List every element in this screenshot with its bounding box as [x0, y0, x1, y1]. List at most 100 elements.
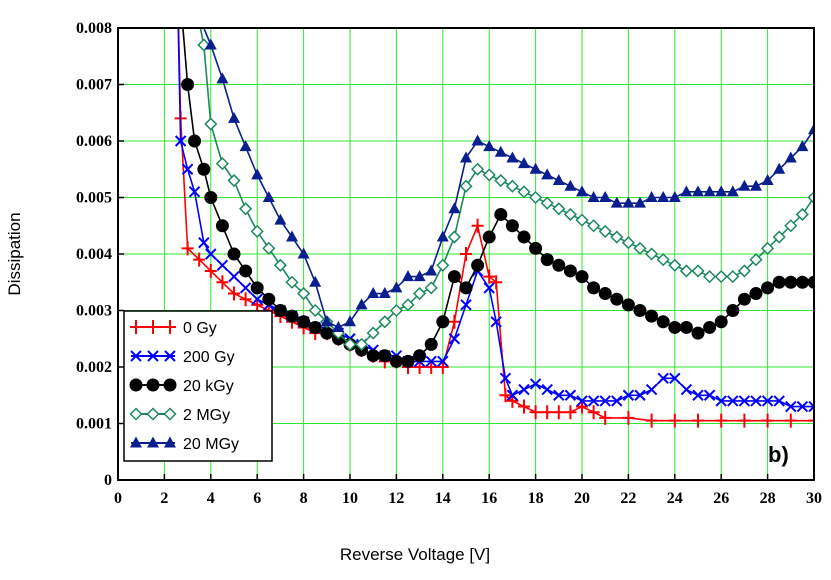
data-point [715, 395, 727, 407]
data-point [447, 270, 461, 284]
x-tick-label: 16 [481, 490, 497, 507]
data-point [517, 230, 531, 244]
data-point [529, 241, 543, 255]
data-point [188, 186, 201, 198]
x-tick-label: 18 [528, 490, 544, 507]
data-point [189, 0, 200, 5]
data-point [308, 303, 322, 318]
x-tick-label: 8 [300, 490, 308, 507]
x-tick-label: 24 [667, 490, 683, 507]
data-point [483, 282, 495, 294]
data-point [598, 224, 612, 238]
data-point [611, 395, 623, 407]
x-tick-label: 22 [620, 490, 636, 507]
y-tick-label: 0.001 [76, 416, 112, 433]
data-point [343, 337, 357, 351]
data-point [691, 264, 705, 278]
data-point [389, 354, 403, 368]
data-point [413, 286, 427, 301]
data-point [785, 400, 797, 413]
data-point [413, 270, 426, 282]
data-point [366, 349, 380, 363]
legend-marker [147, 436, 159, 448]
data-point [344, 315, 356, 327]
data-point [390, 281, 403, 293]
y-tick-label: 0.008 [76, 20, 112, 37]
data-point [499, 372, 512, 385]
data-point [796, 140, 809, 152]
data-point [634, 196, 646, 208]
data-point [692, 185, 704, 197]
data-point [715, 185, 728, 197]
data-point [378, 287, 391, 299]
data-point [490, 316, 502, 328]
data-point [807, 275, 814, 289]
data-point [448, 202, 461, 214]
data-point [540, 196, 554, 210]
x-tick-label: 0 [114, 490, 122, 507]
data-point [205, 248, 217, 260]
data-point [471, 218, 484, 233]
data-point [228, 286, 240, 301]
data-point [552, 405, 565, 420]
data-point [274, 213, 287, 225]
data-point [413, 349, 427, 363]
data-point [784, 413, 797, 428]
data-point [529, 405, 542, 420]
legend-label: 20 kGy [183, 378, 234, 395]
data-point [262, 191, 275, 202]
y-tick-label: 0 [104, 472, 112, 489]
data-point [796, 400, 809, 413]
data-point [576, 395, 588, 407]
data-point [471, 258, 485, 272]
data-point [645, 247, 659, 261]
data-point [703, 185, 716, 197]
data-point [726, 185, 739, 197]
data-point [251, 293, 263, 305]
data-point [239, 140, 252, 152]
data-point [490, 275, 503, 290]
data-point [228, 270, 240, 283]
y-tick-label: 0.006 [76, 133, 112, 150]
data-point [761, 174, 774, 186]
x-axis-title: Reverse Voltage [V] [340, 545, 490, 564]
data-point [669, 372, 681, 385]
data-point [378, 349, 392, 363]
data-point [308, 320, 322, 334]
data-point [216, 275, 229, 290]
data-point [273, 258, 287, 272]
data-point [471, 162, 485, 176]
data-point [668, 413, 681, 428]
legend-marker [129, 378, 143, 392]
x-tick-label: 12 [388, 490, 404, 507]
data-point [228, 111, 240, 123]
legend-label: 20 MGy [183, 436, 239, 453]
data-point [174, 135, 187, 147]
data-point [297, 286, 311, 301]
data-point [320, 315, 333, 327]
data-point [761, 281, 775, 295]
data-point [285, 275, 299, 289]
data-point [447, 230, 461, 244]
legend-marker [147, 320, 159, 334]
data-point [587, 191, 600, 202]
data-point [750, 179, 762, 191]
data-point [622, 389, 635, 401]
data-point [679, 264, 693, 278]
data-point [738, 395, 751, 407]
data-point [737, 292, 751, 306]
data-point [610, 292, 624, 306]
data-point [633, 241, 647, 255]
legend-label: 200 Gy [183, 349, 235, 366]
data-point [181, 241, 194, 256]
data-point [355, 337, 369, 351]
data-point [703, 320, 717, 334]
data-point [645, 191, 658, 202]
data-point [807, 190, 814, 205]
data-point [378, 315, 392, 329]
data-point [563, 207, 577, 222]
data-point [448, 333, 461, 345]
x-tick-label: 26 [713, 490, 729, 507]
data-point [529, 162, 542, 174]
series-layer [174, 0, 814, 428]
